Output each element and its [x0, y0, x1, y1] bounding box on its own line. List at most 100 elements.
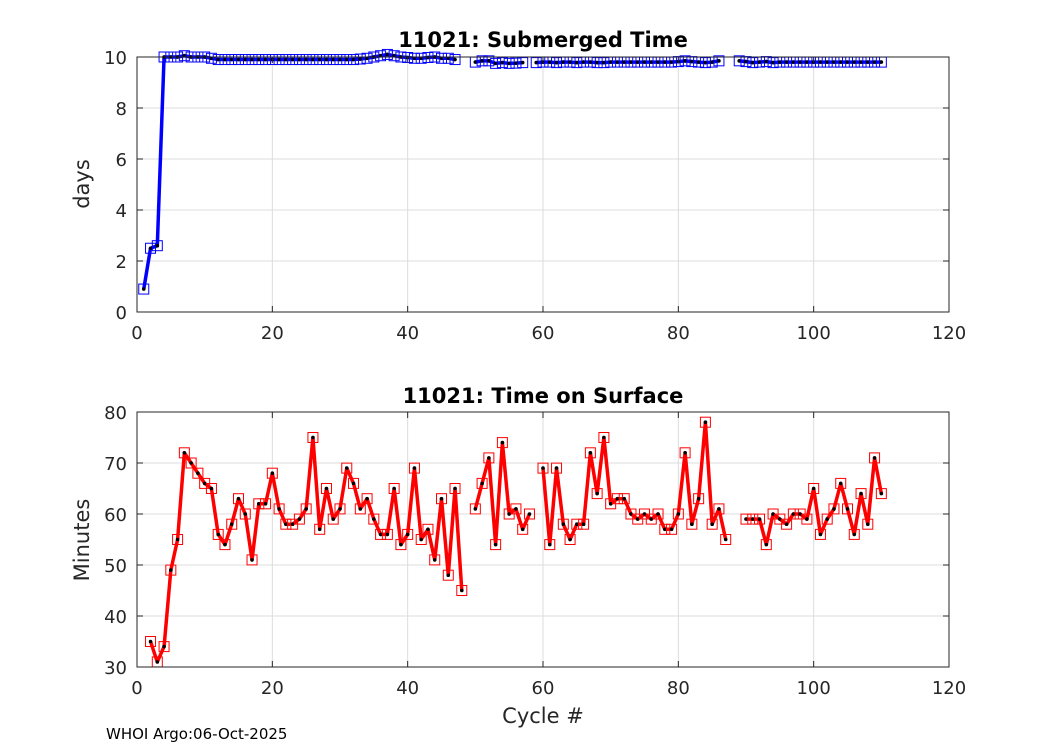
submerged-time-y-tick-label: 10 [104, 48, 127, 69]
surface-time-data-dot [575, 522, 579, 526]
submerged-time-data-dot [710, 60, 714, 64]
surface-time-data-dot [649, 517, 654, 521]
submerged-time-data-dot [250, 57, 254, 62]
surface-time-y-tick-label: 60 [104, 505, 127, 526]
submerged-time-data-dot [311, 57, 315, 62]
submerged-time-title: 11021: Submerged Time [398, 28, 688, 52]
surface-time-data-dot [602, 435, 606, 440]
surface-time-data-dot [832, 507, 836, 511]
surface-time-data-dot [426, 527, 430, 532]
submerged-time-data-point [178, 50, 190, 62]
surface-time-data-dot [250, 558, 254, 562]
surface-time-data-point [801, 513, 813, 525]
surface-time-data-point [483, 452, 495, 464]
surface-time-data-dot [676, 512, 681, 516]
submerged-time-data-dot [561, 60, 566, 64]
submerged-time-x-tick-label: 20 [261, 323, 284, 344]
surface-time-x-tick-label: 100 [796, 678, 830, 699]
surface-time-data-dot [189, 461, 193, 465]
surface-time-data-point [395, 539, 407, 551]
submerged-time-y-tick-label: 8 [116, 99, 127, 120]
surface-time-data-dot [487, 456, 491, 460]
submerged-time-data-dot [581, 60, 586, 64]
surface-time-data-dot [669, 527, 674, 532]
surface-time-data-dot [656, 512, 660, 516]
surface-time-data-dot [317, 527, 322, 532]
surface-time-data-dot [805, 517, 809, 521]
submerged-time-data-point [375, 50, 387, 62]
surface-time-data-point [754, 513, 766, 525]
surface-time-data-dot [568, 537, 572, 542]
submerged-time-data-dot [838, 60, 843, 64]
surface-time-data-point [713, 503, 725, 515]
submerged-time-data-dot [642, 60, 647, 64]
surface-time-data-dot [818, 532, 823, 537]
surface-time-data-point [429, 554, 441, 566]
surface-time-x-tick-label: 120 [932, 678, 966, 699]
submerged-time-x-tick-label: 60 [532, 323, 555, 344]
surface-time-data-dot [608, 502, 613, 506]
submerged-time-data-dot [872, 60, 877, 64]
surface-time-data-point [233, 493, 244, 505]
submerged-time-data-dot [487, 59, 491, 63]
surface-time-data-dot [311, 435, 315, 440]
submerged-time-data-dot [317, 57, 322, 62]
surface-time-data-point [557, 518, 569, 530]
surface-time-data-point [361, 493, 373, 505]
submerged-time-data-dot [304, 57, 308, 62]
submerged-time-x-tick-label: 0 [131, 323, 142, 344]
surface-time-data-point [760, 539, 772, 551]
surface-time-data-dot [439, 496, 444, 501]
submerged-time-x-tick-label: 80 [667, 323, 690, 344]
surface-time-data-point [848, 528, 860, 540]
surface-time-data-point [212, 528, 224, 540]
surface-time-ylabel: Minutes [70, 499, 94, 582]
submerged-time-data-point [138, 283, 150, 295]
surface-time-data-dot [175, 537, 180, 542]
submerged-time-data-point [415, 52, 427, 64]
surface-time-data-dot [338, 507, 342, 511]
submerged-time-data-dot [568, 60, 572, 64]
surface-time-data-point [679, 447, 691, 459]
surface-time-data-point [415, 534, 427, 545]
surface-time-data-point [598, 432, 610, 443]
submerged-time-data-dot [277, 57, 281, 62]
surface-time-data-dot [723, 537, 728, 542]
surface-time-data-point [219, 539, 231, 551]
submerged-time-data-dot [473, 60, 478, 64]
submerged-time-data-dot [358, 57, 363, 61]
surface-time-data-dot [554, 466, 559, 470]
footer-credit: WHOI Argo:06-Oct-2025 [106, 725, 288, 743]
surface-time-data-point [490, 539, 502, 551]
surface-time-data-dot [527, 512, 532, 516]
surface-time-data-point [334, 503, 346, 515]
surface-time-data-dot [243, 512, 248, 516]
submerged-time-data-dot [514, 61, 518, 65]
surface-time-data-dot [202, 481, 207, 486]
surface-time-y-tick-label: 80 [104, 403, 127, 424]
surface-time-y-tick-label: 30 [104, 658, 127, 679]
submerged-time-axes: 0 20 40 60 80 100 120 0 2 4 6 8 10 11021: Submerged T… [70, 28, 966, 344]
submerged-time-series-line [536, 59, 720, 65]
submerged-time-x-tick-label: 40 [396, 323, 419, 344]
surface-time-data-dot [372, 517, 376, 521]
submerged-time-data-dot [622, 60, 626, 64]
submerged-time-data-point [767, 57, 779, 69]
surface-time-data-point [260, 498, 272, 510]
surface-time-data-dot [764, 542, 769, 547]
surface-time-data-dot [791, 512, 796, 516]
submerged-time-data-dot [805, 60, 809, 64]
surface-time-data-dot [324, 486, 329, 491]
submerged-time-data-point [713, 55, 725, 67]
surface-time-data-dot [866, 522, 870, 526]
surface-time-data-point [368, 513, 380, 525]
surface-time-x-tick-label: 0 [131, 678, 142, 699]
surface-time-data-dot [642, 512, 647, 516]
surface-time-data-dot [663, 527, 667, 532]
surface-time-data-dot [405, 532, 410, 537]
submerged-time-data-dot [236, 57, 241, 62]
submerged-time-data-dot [669, 60, 674, 64]
surface-time-data-point [618, 493, 630, 505]
surface-time-data-dot [744, 517, 748, 521]
